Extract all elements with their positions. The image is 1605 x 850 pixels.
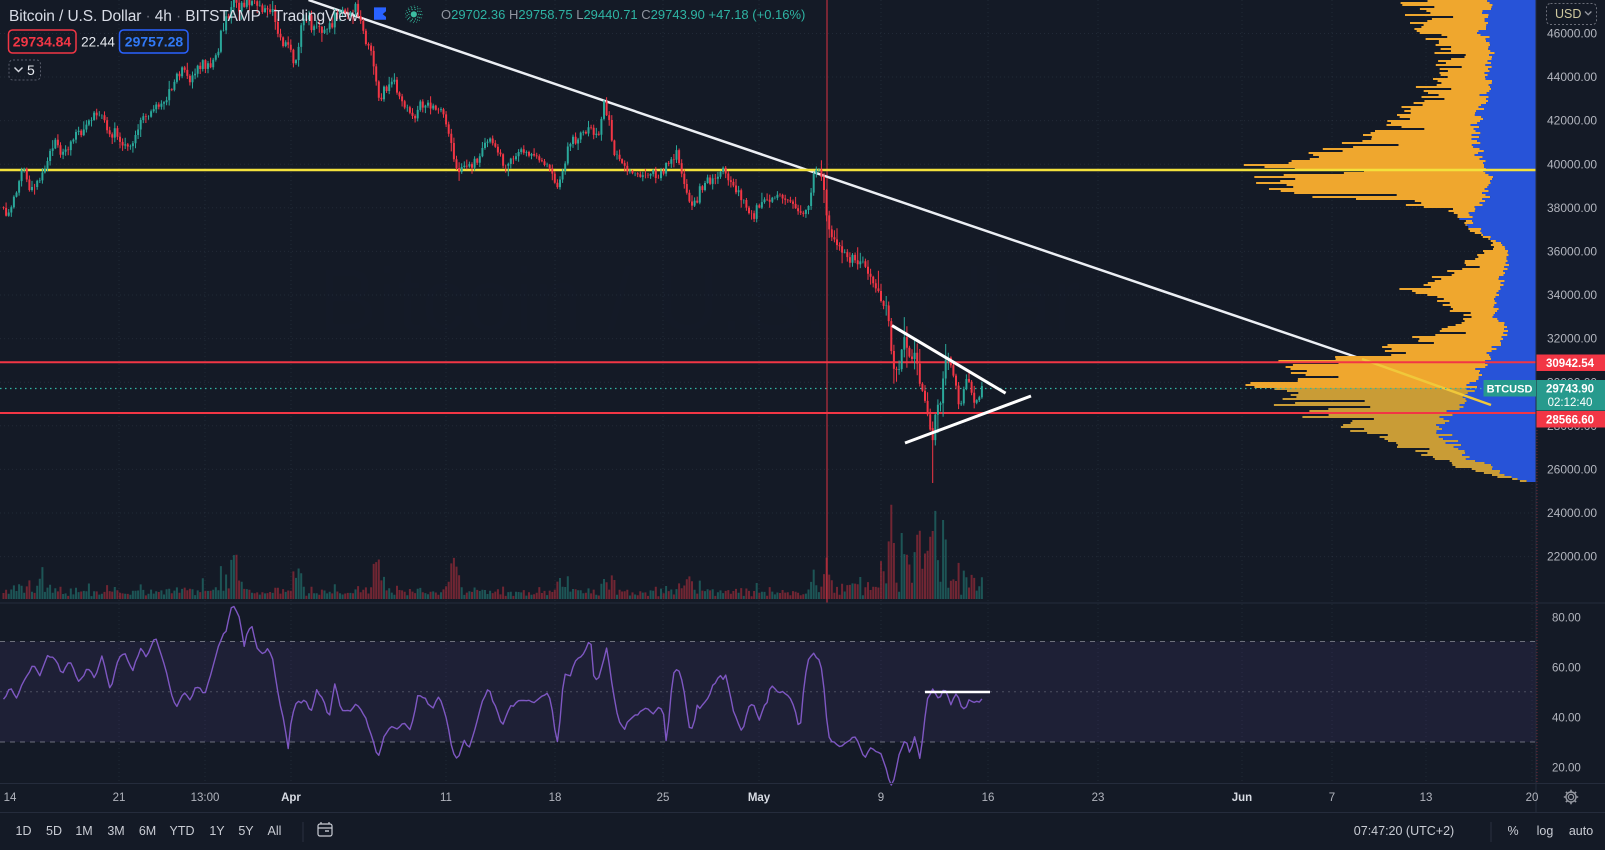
svg-text:29743.90: 29743.90 <box>1546 384 1594 396</box>
svg-text:1Y: 1Y <box>209 824 225 838</box>
svg-text:9: 9 <box>878 792 884 804</box>
svg-text:23: 23 <box>1092 792 1105 804</box>
svg-text:1D: 1D <box>16 824 32 838</box>
svg-text:Apr: Apr <box>281 792 301 804</box>
svg-text:13:00: 13:00 <box>191 792 220 804</box>
svg-text:40.00: 40.00 <box>1552 713 1581 725</box>
svg-text:38000.00: 38000.00 <box>1547 201 1597 215</box>
svg-text:02:12:40: 02:12:40 <box>1548 397 1593 409</box>
svg-text:22000.00: 22000.00 <box>1547 550 1597 564</box>
svg-text:46000.00: 46000.00 <box>1547 27 1597 41</box>
svg-text:5D: 5D <box>46 824 62 838</box>
svg-text:6M: 6M <box>139 824 156 838</box>
svg-text:20.00: 20.00 <box>1552 763 1581 775</box>
svg-text:42000.00: 42000.00 <box>1547 114 1597 128</box>
svg-text:All: All <box>268 824 282 838</box>
svg-text:1M: 1M <box>75 824 92 838</box>
svg-text:29757.28: 29757.28 <box>125 34 184 50</box>
svg-text:34000.00: 34000.00 <box>1547 288 1597 302</box>
svg-text:USD: USD <box>1555 7 1581 21</box>
svg-text:Bitcoin / U.S. Dollar: Bitcoin / U.S. Dollar <box>319 250 1082 349</box>
svg-text:25: 25 <box>657 792 670 804</box>
svg-text:40000.00: 40000.00 <box>1547 157 1597 171</box>
svg-text:5Y: 5Y <box>238 824 254 838</box>
svg-text:44000.00: 44000.00 <box>1547 70 1597 84</box>
svg-text:14: 14 <box>4 792 17 804</box>
svg-text:7: 7 <box>1329 792 1335 804</box>
svg-text:18: 18 <box>549 792 562 804</box>
svg-text:80.00: 80.00 <box>1552 612 1581 624</box>
svg-text:24000.00: 24000.00 <box>1547 506 1597 520</box>
svg-text:36000.00: 36000.00 <box>1547 245 1597 259</box>
svg-text:07:47:20 (UTC+2): 07:47:20 (UTC+2) <box>1354 824 1454 838</box>
svg-text:O29702.36 H29758.75 L29440.71: O29702.36 H29758.75 L29440.71 C29743.90 … <box>441 7 805 22</box>
svg-text:Jun: Jun <box>1232 792 1252 804</box>
svg-text:log: log <box>1537 824 1554 838</box>
svg-text:%: % <box>1507 824 1518 838</box>
svg-text:5: 5 <box>27 62 35 78</box>
svg-text:YTD: YTD <box>170 824 195 838</box>
svg-text:20: 20 <box>1526 792 1539 804</box>
svg-text:3M: 3M <box>107 824 124 838</box>
svg-text:29734.84: 29734.84 <box>13 34 72 50</box>
svg-text:BTCUSD: BTCUSD <box>1487 384 1533 396</box>
svg-text:May: May <box>748 792 771 804</box>
svg-text:30942.54: 30942.54 <box>1546 358 1595 370</box>
svg-text:21: 21 <box>113 792 126 804</box>
svg-text:22.44: 22.44 <box>81 35 115 50</box>
svg-text:13: 13 <box>1420 792 1433 804</box>
svg-text:60.00: 60.00 <box>1552 662 1581 674</box>
svg-text:11: 11 <box>440 792 452 804</box>
svg-text:26000.00: 26000.00 <box>1547 463 1597 477</box>
svg-text:16: 16 <box>982 792 995 804</box>
svg-text:32000.00: 32000.00 <box>1547 332 1597 346</box>
svg-text:auto: auto <box>1569 824 1593 838</box>
svg-text:28566.60: 28566.60 <box>1546 415 1594 427</box>
svg-text:Bitcoin / U.S. Dollar · 4h · B: Bitcoin / U.S. Dollar · 4h · BITSTAMP · … <box>9 8 359 25</box>
